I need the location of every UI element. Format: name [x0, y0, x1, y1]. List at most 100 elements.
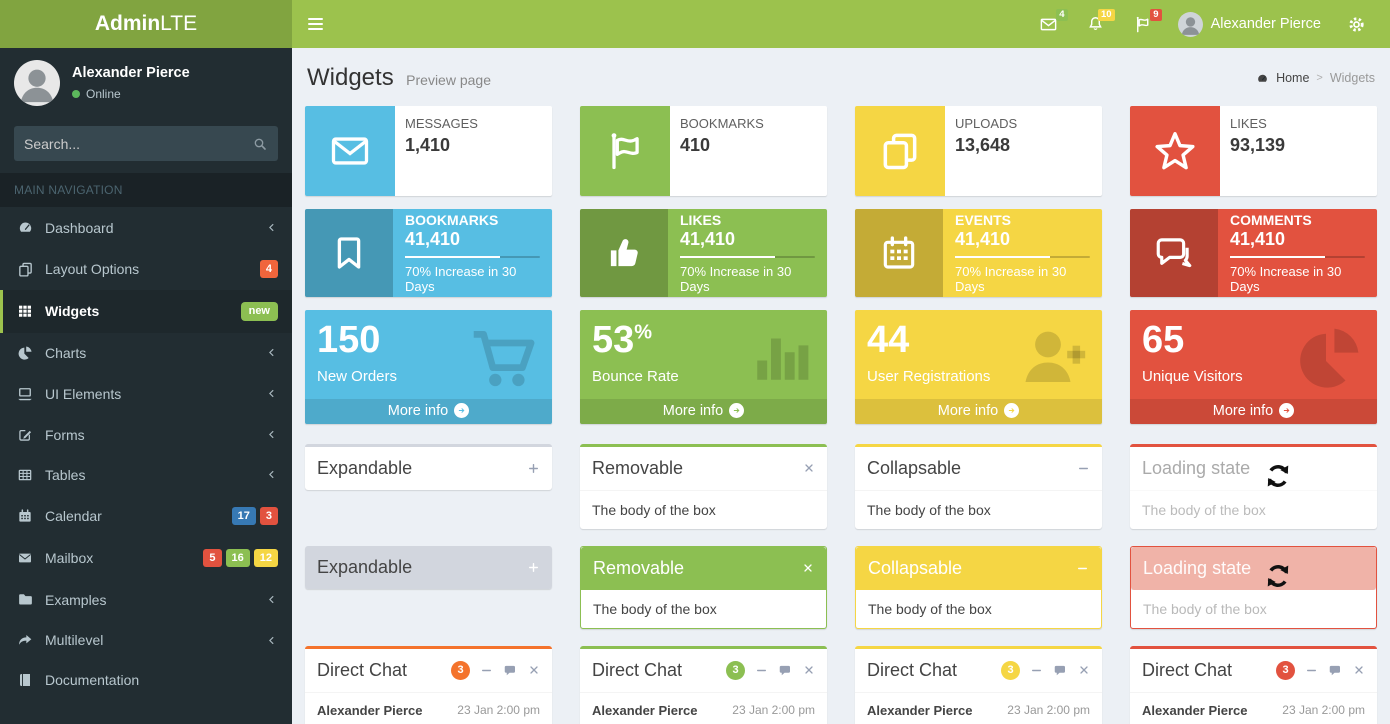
sidebar-user-status[interactable]: Online — [72, 87, 190, 101]
settings-button[interactable] — [1335, 5, 1378, 44]
remove-button[interactable] — [1078, 664, 1090, 676]
bookmark-icon — [305, 209, 393, 297]
mailbox-badge-1: 5 — [203, 548, 222, 568]
chat-contacts-icon[interactable] — [1053, 663, 1068, 678]
share-icon — [15, 632, 35, 648]
collapse-button[interactable] — [1305, 664, 1318, 677]
sidebar-item-forms[interactable]: Forms — [0, 415, 292, 455]
collapse-button[interactable] — [755, 664, 768, 677]
tasks-menu-button[interactable]: 9 — [1121, 5, 1164, 44]
box-removable: Removable The body of the box — [580, 443, 827, 529]
chevron-left-icon — [265, 468, 278, 481]
sidebar-item-ui-elements[interactable]: UI Elements — [0, 373, 292, 415]
info-box-label: MESSAGES — [405, 116, 478, 131]
expand-button[interactable] — [527, 561, 540, 574]
sidebar-item-layout-options[interactable]: Layout Options 4 — [0, 248, 292, 290]
collapse-button[interactable] — [480, 664, 493, 677]
envelope-icon — [1039, 15, 1058, 34]
sidebar-item-examples[interactable]: Examples — [0, 579, 292, 620]
sidebar-item-widgets[interactable]: Widgets new — [0, 290, 292, 333]
sidebar: Alexander Pierce Online MAIN NAVIGATION … — [0, 48, 292, 724]
gears-icon — [1347, 15, 1366, 34]
brand-bold: Admin — [94, 12, 161, 35]
chat-count-badge: 3 — [726, 660, 745, 680]
sidebar-toggle-button[interactable] — [292, 0, 338, 48]
breadcrumb-home-link[interactable]: Home — [1276, 71, 1310, 85]
chevron-left-icon — [265, 221, 278, 234]
folder-icon — [15, 591, 35, 608]
calendar-icon — [15, 508, 35, 524]
sidebar-item-tables[interactable]: Tables — [0, 455, 292, 495]
remove-button[interactable] — [803, 462, 815, 474]
edit-icon — [15, 427, 35, 443]
messages-menu-button[interactable]: 4 — [1027, 5, 1070, 44]
info-box-uploads: UPLOADS 13,648 — [855, 106, 1102, 196]
collapse-button[interactable] — [1077, 462, 1090, 475]
arrow-circle-icon — [1279, 403, 1295, 419]
more-info-link[interactable]: More info — [1130, 398, 1377, 424]
table-icon — [15, 467, 35, 483]
collapse-button[interactable] — [1076, 562, 1089, 575]
page-subtitle: Preview page — [406, 72, 491, 88]
home-icon — [1256, 72, 1269, 85]
main-content: Widgets Preview page Home > Widgets MESS… — [292, 48, 1390, 724]
top-navbar: Admin LTE 4 10 9 Alexander Pierce — [0, 0, 1390, 48]
tasks-count-badge: 9 — [1150, 8, 1162, 21]
collapse-button[interactable] — [1030, 664, 1043, 677]
small-box-unique-visitors: 65 Unique Visitors More info — [1130, 310, 1377, 424]
user-add-icon — [1018, 322, 1090, 394]
sidebar-user-name: Alexander Pierce — [72, 65, 190, 81]
more-info-link[interactable]: More info — [855, 398, 1102, 424]
copy-icon — [15, 261, 35, 278]
more-info-link[interactable]: More info — [580, 398, 827, 424]
search-input[interactable] — [24, 135, 252, 152]
expand-button[interactable] — [527, 462, 540, 475]
arrow-circle-icon — [454, 403, 470, 419]
messages-count-badge: 4 — [1056, 8, 1068, 21]
search-icon[interactable] — [252, 136, 268, 152]
progress-bar — [955, 256, 1090, 258]
chat-contacts-icon[interactable] — [503, 663, 518, 678]
info-box-value: 13,648 — [955, 135, 1011, 155]
bar-chart-icon — [749, 322, 815, 388]
info-box-value: 410 — [680, 135, 711, 155]
sidebar-item-documentation[interactable]: Documentation — [0, 660, 292, 700]
user-menu-button[interactable]: Alexander Pierce — [1168, 6, 1331, 43]
small-box-user-registrations: 44 User Registrations More info — [855, 310, 1102, 424]
dashboard-icon — [15, 219, 35, 236]
notifications-count-badge: 10 — [1098, 8, 1115, 21]
grid-icon — [15, 303, 35, 319]
laptop-icon — [15, 385, 35, 403]
box-collapsable: Collapsable The body of the box — [855, 443, 1102, 529]
small-box-new-orders: 150 New Orders More info — [305, 310, 552, 424]
remove-button[interactable] — [802, 562, 814, 574]
chevron-left-icon — [265, 634, 278, 647]
flag-icon — [1133, 15, 1152, 34]
user-name: Alexander Pierce — [1210, 16, 1321, 32]
sidebar-item-calendar[interactable]: Calendar 17 3 — [0, 495, 292, 537]
brand-logo[interactable]: Admin LTE — [0, 0, 292, 48]
remove-button[interactable] — [1353, 664, 1365, 676]
direct-chat-box: Direct Chat 3 Alexander Pierce 23 Jan 2:… — [1130, 645, 1377, 724]
mailbox-badge-3: 12 — [253, 548, 278, 568]
flag-icon — [580, 106, 670, 196]
calendar-icon — [855, 209, 943, 297]
chat-contacts-icon[interactable] — [778, 663, 793, 678]
direct-chat-box: Direct Chat 3 Alexander Pierce 23 Jan 2:… — [580, 645, 827, 724]
sidebar-item-mailbox[interactable]: Mailbox 5 16 12 — [0, 537, 292, 579]
chat-contacts-icon[interactable] — [1328, 663, 1343, 678]
sidebar-item-multilevel[interactable]: Multilevel — [0, 620, 292, 660]
chevron-left-icon — [265, 428, 278, 441]
remove-button[interactable] — [528, 664, 540, 676]
more-info-link[interactable]: More info — [305, 398, 552, 424]
progress-bar — [405, 256, 540, 258]
envelope-icon — [305, 106, 395, 196]
widgets-new-badge: new — [240, 302, 278, 321]
cart-icon — [466, 322, 540, 396]
direct-chat-box: Direct Chat 3 Alexander Pierce 23 Jan 2:… — [855, 645, 1102, 724]
remove-button[interactable] — [803, 664, 815, 676]
sidebar-item-dashboard[interactable]: Dashboard — [0, 207, 292, 248]
box-loading-state: Loading state The body of the box — [1130, 443, 1377, 529]
sidebar-item-charts[interactable]: Charts — [0, 333, 292, 373]
notifications-menu-button[interactable]: 10 — [1074, 5, 1117, 44]
